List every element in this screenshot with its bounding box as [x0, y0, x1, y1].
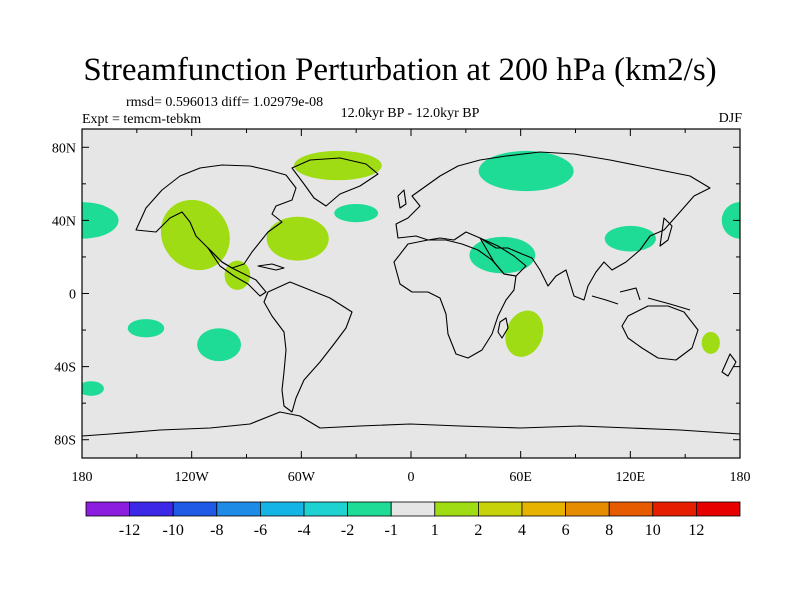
colorbar-swatch-10 — [521, 501, 566, 517]
experiment-label: Expt = temcm-tebkm — [82, 112, 202, 127]
colorbar-label: -2 — [341, 522, 354, 539]
colorbar-label: 2 — [474, 522, 482, 539]
colorbar-label: 4 — [518, 522, 526, 539]
colorbar-swatch-3 — [216, 501, 261, 517]
coastline-eurasia — [395, 151, 711, 301]
stats-label: rmsd= 0.596013 diff= 1.02979e-08 — [126, 95, 324, 110]
contour-region-13 — [197, 328, 242, 362]
x-tick-label: 120W — [175, 470, 210, 485]
y-tick-label: 0 — [69, 288, 76, 303]
x-tick-label: 180 — [730, 470, 751, 485]
colorbar-swatch-5 — [303, 501, 348, 517]
colorbar-label: -4 — [297, 522, 310, 539]
y-tick-label: 80N — [52, 141, 76, 156]
colorbar-swatch-11 — [565, 501, 610, 517]
x-tick-label: 60E — [509, 470, 532, 485]
contour-region-1 — [721, 202, 740, 239]
coastline-africa — [393, 239, 517, 359]
coastline-north-america — [135, 164, 297, 269]
coastline-antarctica — [82, 411, 740, 437]
coastline-south-america — [263, 281, 353, 413]
map-background — [82, 129, 740, 458]
y-tick-label: 40N — [52, 214, 76, 229]
season-label: DJF — [718, 111, 742, 126]
colorbar-label: 1 — [431, 522, 439, 539]
colorbar-swatch-7 — [390, 501, 436, 517]
colorbar-swatch-4 — [259, 501, 305, 517]
contour-region-8 — [469, 236, 536, 274]
contour-region-12 — [127, 319, 165, 338]
period-label: 12.0kyr BP - 12.0kyr BP — [340, 106, 480, 121]
contour-region-0 — [82, 202, 119, 239]
colorbar-label: -10 — [163, 522, 184, 539]
coastline-australia — [621, 305, 699, 361]
chart-title: Streamfunction Perturbation at 200 hPa (… — [83, 52, 717, 88]
colorbar-label: 8 — [605, 522, 613, 539]
colorbar-swatch-13 — [652, 501, 697, 517]
contour-region-6 — [334, 203, 379, 223]
colorbar-swatch-2 — [172, 501, 218, 517]
colorbar-label: -6 — [254, 522, 267, 539]
colorbar-swatch-6 — [347, 501, 392, 517]
contour-region-4 — [266, 216, 329, 261]
colorbar-swatch-1 — [129, 501, 174, 517]
coastline-japan — [659, 217, 673, 247]
coastline-madagascar — [497, 317, 509, 339]
colorbar-label: -12 — [119, 522, 140, 539]
contour-region-11 — [701, 331, 720, 354]
contour-region-3 — [294, 150, 382, 181]
coastline-indonesia — [591, 287, 691, 311]
colorbar-label: 12 — [688, 522, 704, 539]
coastline-caribbean — [257, 263, 285, 271]
colorbar-label: -8 — [210, 522, 223, 539]
coastline-arabia — [479, 237, 527, 277]
colorbar-label: -1 — [385, 522, 398, 539]
contour-region-7 — [478, 150, 574, 192]
colorbar-label: 6 — [562, 522, 570, 539]
coastline-greenland — [291, 157, 379, 207]
colorbar-swatch-12 — [608, 501, 654, 517]
colorbar-swatch-8 — [434, 501, 479, 517]
coastline-new-zealand — [721, 353, 737, 377]
colorbar-label: 10 — [645, 522, 661, 539]
y-tick-label: 80S — [54, 434, 76, 449]
x-tick-label: 120E — [616, 470, 646, 485]
coastline-uk — [397, 189, 407, 209]
contour-region-14 — [82, 381, 104, 396]
contour-region-10 — [505, 310, 544, 357]
y-tick-label: 40S — [54, 361, 76, 376]
colorbar-swatch-14 — [696, 501, 741, 517]
x-tick-label: 0 — [408, 470, 415, 485]
coastline-central-america — [207, 247, 267, 297]
colorbar-swatch-9 — [477, 501, 523, 517]
x-tick-label: 180 — [72, 470, 93, 485]
colorbar-swatch-0 — [85, 501, 130, 517]
x-tick-label: 60W — [288, 470, 316, 485]
